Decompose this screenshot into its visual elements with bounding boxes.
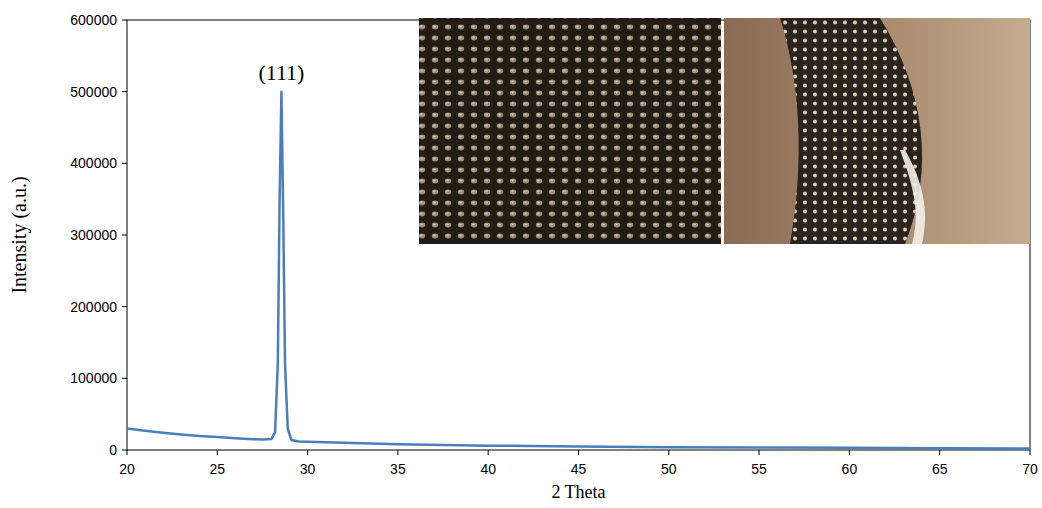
y-tick-label: 600000 [70, 12, 117, 28]
chart-root: 0 100000 200000 300000 400000 500000 600000 20 2… [0, 0, 1042, 508]
x-tick-label: 25 [210, 461, 226, 477]
y-tick-label: 500000 [70, 84, 117, 100]
photo-inset-bent [724, 18, 1030, 244]
x-tick [939, 450, 940, 455]
y-tick-label: 100000 [70, 370, 117, 386]
x-tick [217, 450, 218, 455]
y-tick [122, 306, 127, 307]
y-tick-label: 300000 [70, 227, 117, 243]
y-tick [122, 91, 127, 92]
x-tick-label: 40 [480, 461, 496, 477]
y-tick-label: 0 [109, 442, 117, 458]
x-tick-label: 55 [751, 461, 767, 477]
x-tick-label: 20 [119, 461, 135, 477]
x-tick-label: 50 [661, 461, 677, 477]
x-tick [849, 450, 850, 455]
x-tick-label: 30 [300, 461, 316, 477]
x-tick [127, 450, 128, 455]
peak-label: (111) [258, 60, 304, 85]
y-tick [122, 20, 127, 21]
x-tick [397, 450, 398, 455]
x-tick-label: 60 [842, 461, 858, 477]
x-tick [759, 450, 760, 455]
y-tick [122, 378, 127, 379]
chart: 0 100000 200000 300000 400000 500000 600000 20 2… [0, 0, 1042, 508]
x-tick-label: 45 [571, 461, 587, 477]
x-tick [578, 450, 579, 455]
x-tick-label: 70 [1022, 461, 1038, 477]
photo-background [724, 18, 1030, 244]
y-tick [122, 450, 127, 451]
y-tick [122, 235, 127, 236]
y-axis-title: Intensity (a.u.) [8, 176, 31, 293]
photo-inset-flat [419, 18, 721, 244]
photo-mesh [780, 18, 922, 244]
y-tick-label: 200000 [70, 299, 117, 315]
x-axis-title: 2 Theta [551, 482, 605, 502]
x-tick [307, 450, 308, 455]
y-tick [122, 163, 127, 164]
photo-highlight [900, 150, 925, 244]
photo-inset-shade [419, 18, 721, 244]
x-tick-label: 35 [390, 461, 406, 477]
x-tick-label: 65 [932, 461, 948, 477]
x-tick [1030, 450, 1031, 455]
x-tick [488, 450, 489, 455]
y-tick-label: 400000 [70, 155, 117, 171]
x-tick [668, 450, 669, 455]
